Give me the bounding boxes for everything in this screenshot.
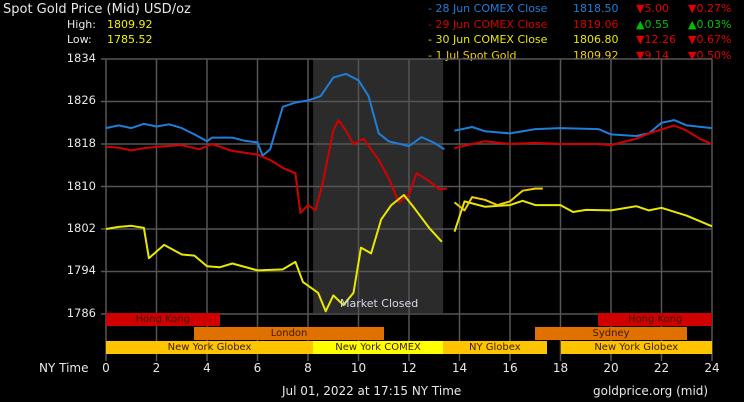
x-tick: 24	[704, 361, 720, 375]
x-tick: 8	[304, 361, 312, 375]
low-row: Low: 1785.52	[67, 33, 153, 46]
session-bar-new-york-globex: New York Globex	[106, 341, 314, 354]
high-label: High:	[67, 18, 96, 31]
x-tick: 12	[401, 361, 417, 375]
x-tick: 22	[653, 361, 670, 375]
legend-change: ▼5.00	[636, 2, 669, 15]
y-tick: 1818	[66, 136, 96, 150]
session-bar-ny-globex: NY Globex	[443, 341, 547, 354]
y-tick: 1794	[66, 263, 96, 277]
y-tick: 1802	[66, 221, 96, 235]
series-line	[453, 187, 543, 212]
session-bar-sydney: Sydney	[535, 327, 687, 340]
series-line	[454, 124, 713, 150]
legend-change: ▲0.55	[636, 17, 669, 31]
legend-pct: ▼0.27%	[688, 2, 732, 15]
series-line	[454, 119, 713, 137]
legend-name: - 28 Jun COMEX Close	[428, 2, 548, 15]
x-tick: 20	[603, 361, 619, 375]
high-value: 1809.92	[107, 18, 153, 31]
session-bar-hong-kong: Hong Kong	[106, 313, 220, 326]
legend-price: 1806.80	[573, 33, 619, 46]
x-tick: 6	[253, 361, 262, 375]
session-bar-new-york-globex: New York Globex	[560, 341, 712, 354]
session-bar-london: London	[194, 327, 384, 340]
legend-name: - 30 Jun COMEX Close	[428, 33, 548, 46]
low-label: Low:	[67, 33, 92, 46]
x-tick: 4	[203, 361, 211, 375]
series-line	[105, 194, 443, 313]
legend-change: ▼12.26	[636, 33, 676, 46]
low-value: 1785.52	[107, 33, 153, 46]
y-tick: 1786	[66, 306, 96, 320]
timestamp: Jul 01, 2022 at 17:15 NY Time	[282, 384, 462, 398]
legend-pct: ▼0.67%	[688, 33, 732, 46]
x-axis-title: NY Time	[39, 361, 89, 375]
x-tick: 18	[552, 361, 569, 375]
x-tick: 10	[350, 361, 367, 375]
x-tick: 16	[502, 361, 518, 375]
series-line	[105, 119, 447, 215]
series-line	[105, 72, 445, 157]
session-bar-hong-kong: Hong Kong	[598, 313, 712, 326]
chart-title: Spot Gold Price (Mid) USD/oz	[3, 2, 191, 17]
series-line	[453, 199, 713, 233]
y-tick: 1810	[66, 179, 96, 193]
session-bar-new-york-comex: New York COMEX	[313, 341, 444, 354]
legend-pct: ▲0.03%	[688, 17, 732, 31]
y-tick: 1826	[66, 93, 96, 107]
x-tick: 0	[102, 361, 110, 375]
market-closed-label: Market Closed	[340, 297, 419, 310]
legend-name: - 29 Jun COMEX Close	[428, 17, 548, 31]
source-label: goldprice.org (mid)	[593, 384, 709, 398]
y-tick: 1834	[66, 51, 96, 65]
x-tick: 2	[152, 361, 161, 375]
legend-price: 1819.06	[573, 17, 619, 31]
legend-price: 1818.50	[573, 2, 619, 15]
high-row: High: 1809.92	[67, 18, 153, 31]
x-tick: 14	[451, 361, 468, 375]
